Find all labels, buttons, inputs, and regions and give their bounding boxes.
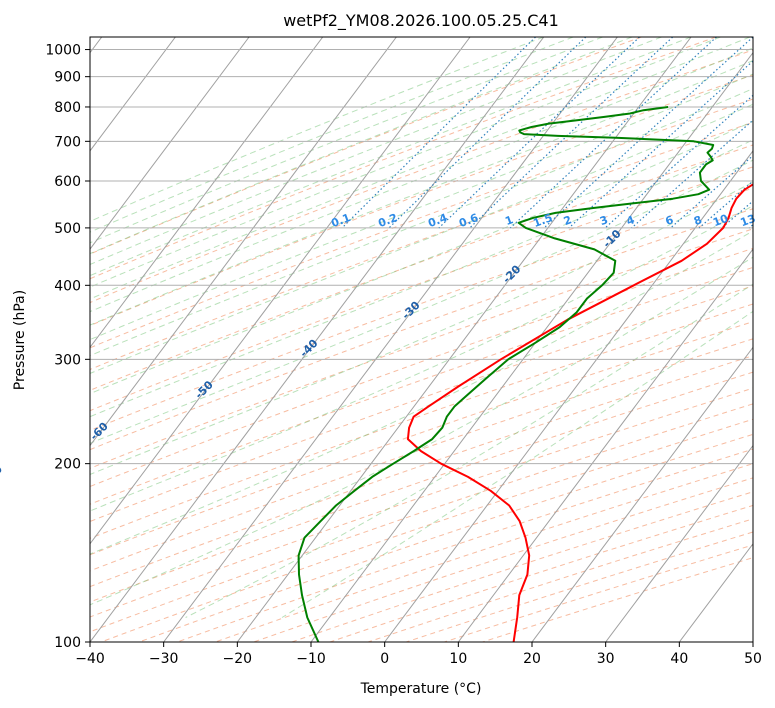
moist-adiabat-line <box>90 60 753 326</box>
skewed-isotherms <box>90 37 753 642</box>
moist-adiabat-line <box>90 139 753 418</box>
isotherm-line <box>90 37 250 250</box>
moist-adiabat-line <box>90 47 753 313</box>
moist-adiabat-line <box>281 310 753 618</box>
x-tick-label: 10 <box>449 651 467 667</box>
mixing-ratio-label: 0.2 <box>376 211 399 230</box>
mixing-ratio-line <box>543 37 753 229</box>
mixing-ratio-label: 0.1 <box>330 211 353 230</box>
moist-adiabat-line <box>90 256 753 606</box>
x-tick-label: 20 <box>523 651 541 667</box>
isotherm-line <box>90 37 471 545</box>
isotherm-line <box>90 37 397 447</box>
x-tick-label: −20 <box>223 651 253 667</box>
y-tick-label: 1000 <box>45 43 81 59</box>
mixing-ratio-label: 0.4 <box>426 211 449 230</box>
dry-adiabat-line <box>90 371 753 603</box>
isotherm-line <box>310 51 753 642</box>
isotherm-line <box>90 37 545 642</box>
isotherm-line <box>384 150 753 642</box>
mixing-ratio-label: 6 <box>664 213 676 228</box>
dry-adiabat-line <box>90 338 753 572</box>
y-axis-label: Pressure (hPa) <box>12 290 28 390</box>
dry-adiabat-line <box>90 387 753 618</box>
dry-adiabat-label: -70 <box>0 462 5 485</box>
moist-adiabat-line <box>90 37 544 222</box>
dry-adiabat-line <box>90 228 753 469</box>
moist-adiabat-line <box>90 37 692 277</box>
mixing-ratio-line <box>568 60 753 229</box>
y-tick-label: 500 <box>54 221 81 237</box>
dry-adiabat-line <box>90 37 642 255</box>
moist-adiabat-line <box>90 88 753 357</box>
moist-adiabat-line <box>90 73 753 341</box>
mixing-ratio-label: 1 <box>503 213 515 228</box>
x-tick-label: −10 <box>296 651 326 667</box>
mixing-ratio-line <box>388 37 587 229</box>
x-tick-label: −30 <box>149 651 179 667</box>
mixing-ratio-label: 4 <box>625 213 637 228</box>
moist-adiabat-line <box>90 205 753 512</box>
dry-adiabat-line <box>90 49 753 304</box>
x-axis-label: Temperature (°C) <box>360 681 482 697</box>
chart-title: wetPf2_YM08.2026.100.05.25.C41 <box>283 11 559 31</box>
moist-adiabat-line <box>90 37 721 288</box>
dry-adiabats <box>90 37 753 642</box>
x-tick-label: 30 <box>597 651 615 667</box>
dry-adiabat-line <box>90 187 753 431</box>
dry-adiabat-line <box>90 37 717 280</box>
y-tick-label: 100 <box>54 635 81 651</box>
plot-frame <box>89 36 754 643</box>
mixing-ratio-label: 2 <box>562 213 574 228</box>
mixing-ratio-lines <box>341 37 753 229</box>
isotherm-line <box>163 37 618 642</box>
y-tick-label: 700 <box>54 134 81 150</box>
y-tick-label: 200 <box>54 457 81 473</box>
dry-adiabat-line <box>90 321 753 556</box>
isotherm-line <box>457 248 753 642</box>
profile-line-1 <box>406 183 753 642</box>
isotherm-line <box>531 346 753 642</box>
mixing-ratio-label: 1.5 <box>532 211 555 230</box>
dry-adiabat-line <box>90 144 753 391</box>
mixing-ratio-label: 8 <box>692 213 704 228</box>
profile-line-2 <box>297 106 715 642</box>
moist-adiabat-line <box>185 283 753 618</box>
dry-adiabat-line <box>90 247 753 488</box>
isotherm-line <box>90 37 176 152</box>
moist-adiabat-line <box>90 37 574 233</box>
mixing-ratio-label: 10 <box>711 212 730 230</box>
y-tick-label: 900 <box>54 70 81 86</box>
axis-ticks: −40 −30 −20 −10 0 10 20 30 40 5010020030040050060… <box>45 43 762 667</box>
moist-adiabat-line <box>90 37 662 266</box>
mixing-ratio-label: 3 <box>598 213 610 228</box>
isotherm-line <box>605 444 753 642</box>
dry-adiabat-line <box>90 285 753 522</box>
y-tick-label: 600 <box>54 174 81 190</box>
mixing-ratio-line <box>509 37 717 229</box>
sounding-series <box>297 106 753 642</box>
y-tick-label: 300 <box>54 352 81 368</box>
x-tick-label: 50 <box>744 651 762 667</box>
y-tick-label: 800 <box>54 100 81 116</box>
mixing-ratio-line <box>670 154 753 229</box>
moist-adiabat-line <box>90 159 753 444</box>
dry-adiabat-line <box>90 121 753 371</box>
mixing-ratio-label: 0.6 <box>457 211 480 230</box>
moist-adiabats <box>90 37 753 618</box>
isobar-gridlines <box>90 49 753 642</box>
moist-adiabat-line <box>90 37 751 300</box>
x-tick-label: 40 <box>670 651 688 667</box>
x-tick-label: 0 <box>380 651 389 667</box>
isotherm-line <box>90 37 324 349</box>
y-tick-label: 400 <box>54 278 81 294</box>
moist-adiabat-line <box>90 120 753 395</box>
x-tick-label: −40 <box>75 651 105 667</box>
